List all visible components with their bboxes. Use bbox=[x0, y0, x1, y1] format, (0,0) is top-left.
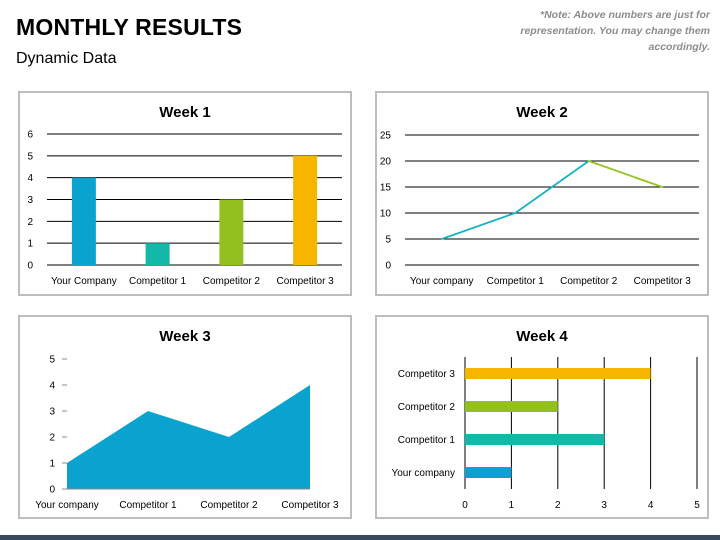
week3-x-tick-label: Competitor 1 bbox=[119, 500, 177, 511]
week4-bar bbox=[465, 401, 558, 412]
week4-x-tick-label: 1 bbox=[509, 500, 515, 511]
week4-x-tick-label: 3 bbox=[601, 500, 607, 511]
week3-chart-panel: Week 3 0 1 2 3 4 5 Your company Competitor 1 Comp… bbox=[18, 315, 352, 519]
week4-x-tick-label: 4 bbox=[648, 500, 654, 511]
week1-y-tick-label: 0 bbox=[27, 261, 33, 272]
week2-y-tick-label: 20 bbox=[380, 157, 392, 168]
week4-y-tick-label: Competitor 2 bbox=[398, 402, 456, 413]
week2-y-tick-label: 25 bbox=[380, 131, 392, 142]
footer-bar bbox=[0, 535, 720, 540]
disclaimer-note: *Note: Above numbers are just for repres… bbox=[520, 9, 710, 53]
week1-bar bbox=[219, 199, 244, 265]
week1-bar bbox=[293, 155, 318, 265]
week4-x-tick-label: 0 bbox=[462, 500, 468, 511]
week1-chart-panel: Week 1 0 1 2 3 4 5 6 Your Company Competitor 1 Com… bbox=[18, 91, 352, 296]
week2-line-segment bbox=[440, 212, 517, 240]
week2-y-tick-label: 0 bbox=[385, 261, 391, 272]
week1-y-tick-label: 1 bbox=[27, 239, 33, 250]
week3-x-tick-label: Your company bbox=[35, 500, 99, 511]
week1-chart: Week 1 0 1 2 3 4 5 6 Your Company Competitor 1 Com… bbox=[27, 104, 342, 287]
page-subtitle: Dynamic Data bbox=[16, 50, 117, 67]
week3-y-tick-label: 3 bbox=[49, 407, 55, 418]
week2-y-tick-label: 5 bbox=[385, 235, 391, 246]
week4-chart-panel: Week 4 0 1 2 3 4 5 Your company Competitor 1 Comp… bbox=[375, 315, 709, 519]
week2-title: Week 2 bbox=[516, 104, 567, 121]
week1-y-tick-label: 2 bbox=[27, 217, 33, 228]
week3-y-tick-label: 1 bbox=[49, 459, 55, 470]
week3-chart: Week 3 0 1 2 3 4 5 Your company Competitor 1 Comp… bbox=[35, 328, 339, 511]
week2-x-tick-label: Your company bbox=[410, 276, 474, 287]
week4-bar bbox=[465, 467, 512, 478]
week1-x-tick-label: Competitor 2 bbox=[203, 276, 261, 287]
week4-bar bbox=[465, 368, 651, 379]
week1-title: Week 1 bbox=[159, 104, 210, 121]
week1-y-tick-label: 3 bbox=[27, 195, 33, 206]
week2-x-tick-label: Competitor 1 bbox=[487, 276, 545, 287]
week2-y-tick-label: 10 bbox=[380, 209, 392, 220]
week1-bar bbox=[71, 177, 96, 265]
week2-line-segment bbox=[514, 160, 590, 214]
week4-bar bbox=[465, 434, 605, 445]
week4-chart: Week 4 0 1 2 3 4 5 Your company Competitor 1 Comp… bbox=[391, 328, 700, 511]
week2-chart-panel: Week 2 0 5 10 15 20 25 Your company Competitor 1… bbox=[375, 91, 709, 296]
week3-y-tick-label: 0 bbox=[49, 485, 55, 496]
week3-x-tick-label: Competitor 2 bbox=[200, 500, 258, 511]
week1-x-tick-label: Competitor 3 bbox=[277, 276, 335, 287]
week2-x-tick-label: Competitor 3 bbox=[634, 276, 692, 287]
week1-y-tick-label: 6 bbox=[27, 130, 33, 141]
week1-y-tick-label: 4 bbox=[27, 173, 33, 184]
week3-x-tick-label: Competitor 3 bbox=[281, 500, 339, 511]
week4-x-tick-label: 5 bbox=[694, 500, 700, 511]
week1-bar bbox=[145, 243, 170, 265]
week1-x-tick-label: Competitor 1 bbox=[129, 276, 187, 287]
week1-x-tick-label: Your Company bbox=[51, 276, 117, 287]
week4-y-tick-label: Competitor 3 bbox=[398, 369, 456, 380]
week2-x-tick-label: Competitor 2 bbox=[560, 276, 618, 287]
week3-area bbox=[67, 385, 310, 489]
week2-y-tick-label: 15 bbox=[380, 183, 392, 194]
week4-title: Week 4 bbox=[516, 328, 568, 345]
week1-y-tick-label: 5 bbox=[27, 151, 33, 162]
week3-y-tick-label: 4 bbox=[49, 381, 55, 392]
week4-y-tick-label: Competitor 1 bbox=[398, 435, 456, 446]
page-title: MONTHLY RESULTS bbox=[16, 14, 243, 40]
week3-y-tick-label: 5 bbox=[49, 355, 55, 366]
week4-x-tick-label: 2 bbox=[555, 500, 561, 511]
week4-y-tick-label: Your company bbox=[391, 468, 455, 479]
week3-title: Week 3 bbox=[159, 328, 210, 345]
week2-chart: Week 2 0 5 10 15 20 25 Your company Competitor 1… bbox=[380, 104, 699, 287]
week3-y-tick-label: 2 bbox=[49, 433, 55, 444]
week2-line-segment bbox=[587, 160, 664, 188]
